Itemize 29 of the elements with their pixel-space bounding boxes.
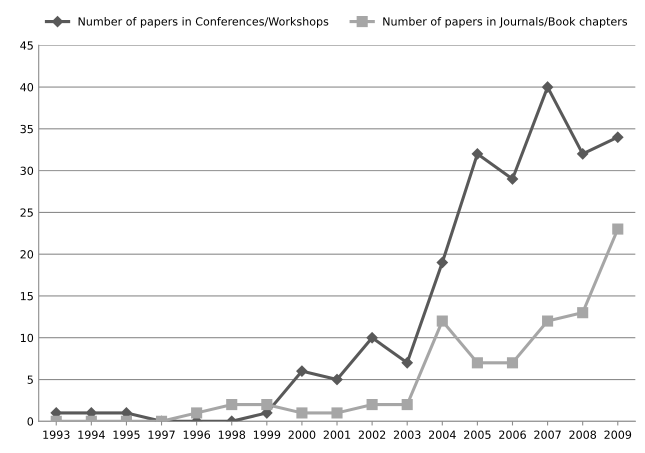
x-tick-label: 2005 bbox=[464, 430, 491, 439]
x-tick-label: 1996 bbox=[184, 430, 210, 439]
x-tick-label: 2001 bbox=[324, 430, 350, 439]
y-tick-label: 15 bbox=[20, 292, 33, 300]
y-tick-label: 20 bbox=[20, 250, 34, 259]
x-tick-label: 2008 bbox=[569, 430, 596, 439]
y-tick-label: 30 bbox=[20, 166, 34, 176]
x-tick-label: 2006 bbox=[499, 430, 526, 439]
y-tick-label: 0 bbox=[28, 417, 34, 426]
x-tick-label: 1994 bbox=[78, 430, 105, 439]
x-tick-label: 1997 bbox=[148, 430, 175, 439]
y-tick-label: 10 bbox=[20, 334, 34, 342]
y-tick-label: 25 bbox=[20, 208, 33, 217]
x-tick-label: 2003 bbox=[394, 430, 420, 439]
x-tick-label: 2002 bbox=[358, 430, 386, 439]
x-tick-label: 2007 bbox=[534, 430, 561, 439]
x-tick-label: 1999 bbox=[254, 430, 280, 439]
legend-label: Number of papers in Journals/Book chapters bbox=[383, 17, 628, 28]
x-tick-label: 1998 bbox=[218, 430, 246, 439]
x-tick-label: 1993 bbox=[43, 430, 70, 439]
legend-label: Number of papers in Conferences/Workshops bbox=[78, 17, 328, 28]
x-tick-label: 2009 bbox=[604, 430, 632, 439]
y-tick-label: 40 bbox=[20, 83, 34, 92]
x-tick-label: 1995 bbox=[114, 430, 140, 439]
y-tick-label: 45 bbox=[20, 41, 33, 50]
y-tick-label: 5 bbox=[28, 376, 33, 384]
x-tick-label: 2000 bbox=[288, 430, 316, 439]
x-tick-label: 2004 bbox=[428, 430, 456, 439]
y-tick-label: 35 bbox=[20, 124, 33, 134]
